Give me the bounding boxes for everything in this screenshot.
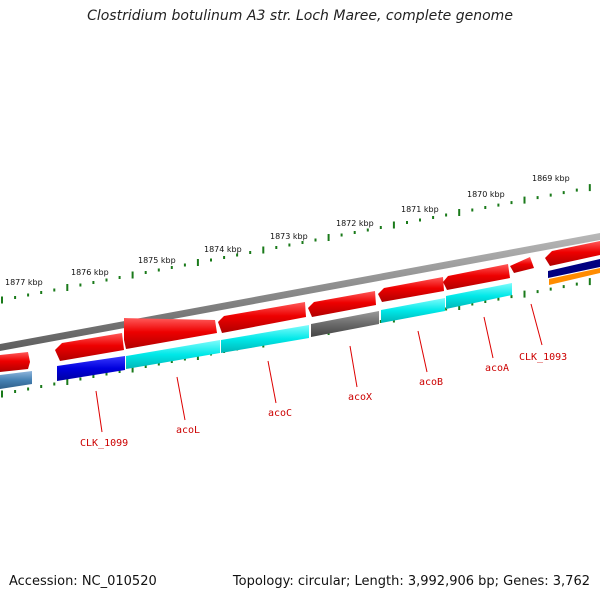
gene-label[interactable]: acoA (485, 363, 509, 374)
leader-line (267, 360, 277, 404)
topology-text: Topology: circular; Length: 3,992,906 bp… (232, 574, 590, 589)
gene-label[interactable]: acoL (176, 425, 200, 436)
scale-label: 1873 kbp (270, 232, 308, 241)
scale-label: 1871 kbp (401, 205, 439, 214)
gene-reverse[interactable] (549, 268, 600, 285)
gene-forward[interactable] (218, 302, 306, 333)
gene-label[interactable]: acoB (419, 377, 443, 388)
gene-reverse[interactable] (57, 356, 125, 381)
leader-line (349, 345, 358, 388)
leader-line (417, 330, 428, 373)
gene-forward[interactable] (510, 257, 534, 273)
gene-label[interactable]: CLK_1093 (519, 352, 567, 363)
gene-reverse[interactable] (446, 283, 512, 309)
gene-forward[interactable] (55, 333, 124, 361)
gene-label[interactable]: acoC (268, 408, 292, 419)
gene-reverse[interactable] (311, 311, 379, 337)
scale-ticks-outer (1, 184, 591, 304)
gene-label[interactable]: CLK_1099 (80, 438, 128, 449)
gene-forward[interactable] (0, 352, 30, 372)
accession-text: Accession: NC_010520 (9, 574, 157, 589)
leader-line (530, 303, 543, 346)
scale-label: 1876 kbp (71, 268, 109, 277)
page-title: Clostridium botulinum A3 str. Loch Maree… (87, 8, 513, 24)
gene-reverse[interactable] (381, 298, 445, 323)
gene-reverse[interactable] (221, 325, 309, 353)
scale-label: 1872 kbp (336, 219, 374, 228)
gene-forward[interactable] (545, 241, 600, 266)
scale-label: 1870 kbp (467, 190, 505, 199)
gene-forward[interactable] (124, 318, 217, 349)
leader-line (176, 376, 186, 421)
gene-forward[interactable] (378, 277, 444, 302)
gene-reverse[interactable] (548, 259, 600, 278)
gene-label-leaders (95, 303, 543, 433)
leader-line (483, 316, 494, 359)
scale-label: 1877 kbp (5, 278, 43, 287)
reverse-strand-genes (0, 259, 600, 389)
scale-label: 1869 kbp (532, 174, 570, 183)
gene-forward[interactable] (308, 291, 376, 317)
forward-strand-genes (0, 241, 600, 372)
gene-label[interactable]: acoX (348, 392, 372, 403)
gene-reverse[interactable] (0, 371, 32, 389)
gene-reverse[interactable] (126, 340, 220, 369)
scale-label: 1875 kbp (138, 256, 176, 265)
gene-forward[interactable] (443, 264, 510, 290)
scale-label: 1874 kbp (204, 245, 242, 254)
leader-line (95, 390, 103, 433)
